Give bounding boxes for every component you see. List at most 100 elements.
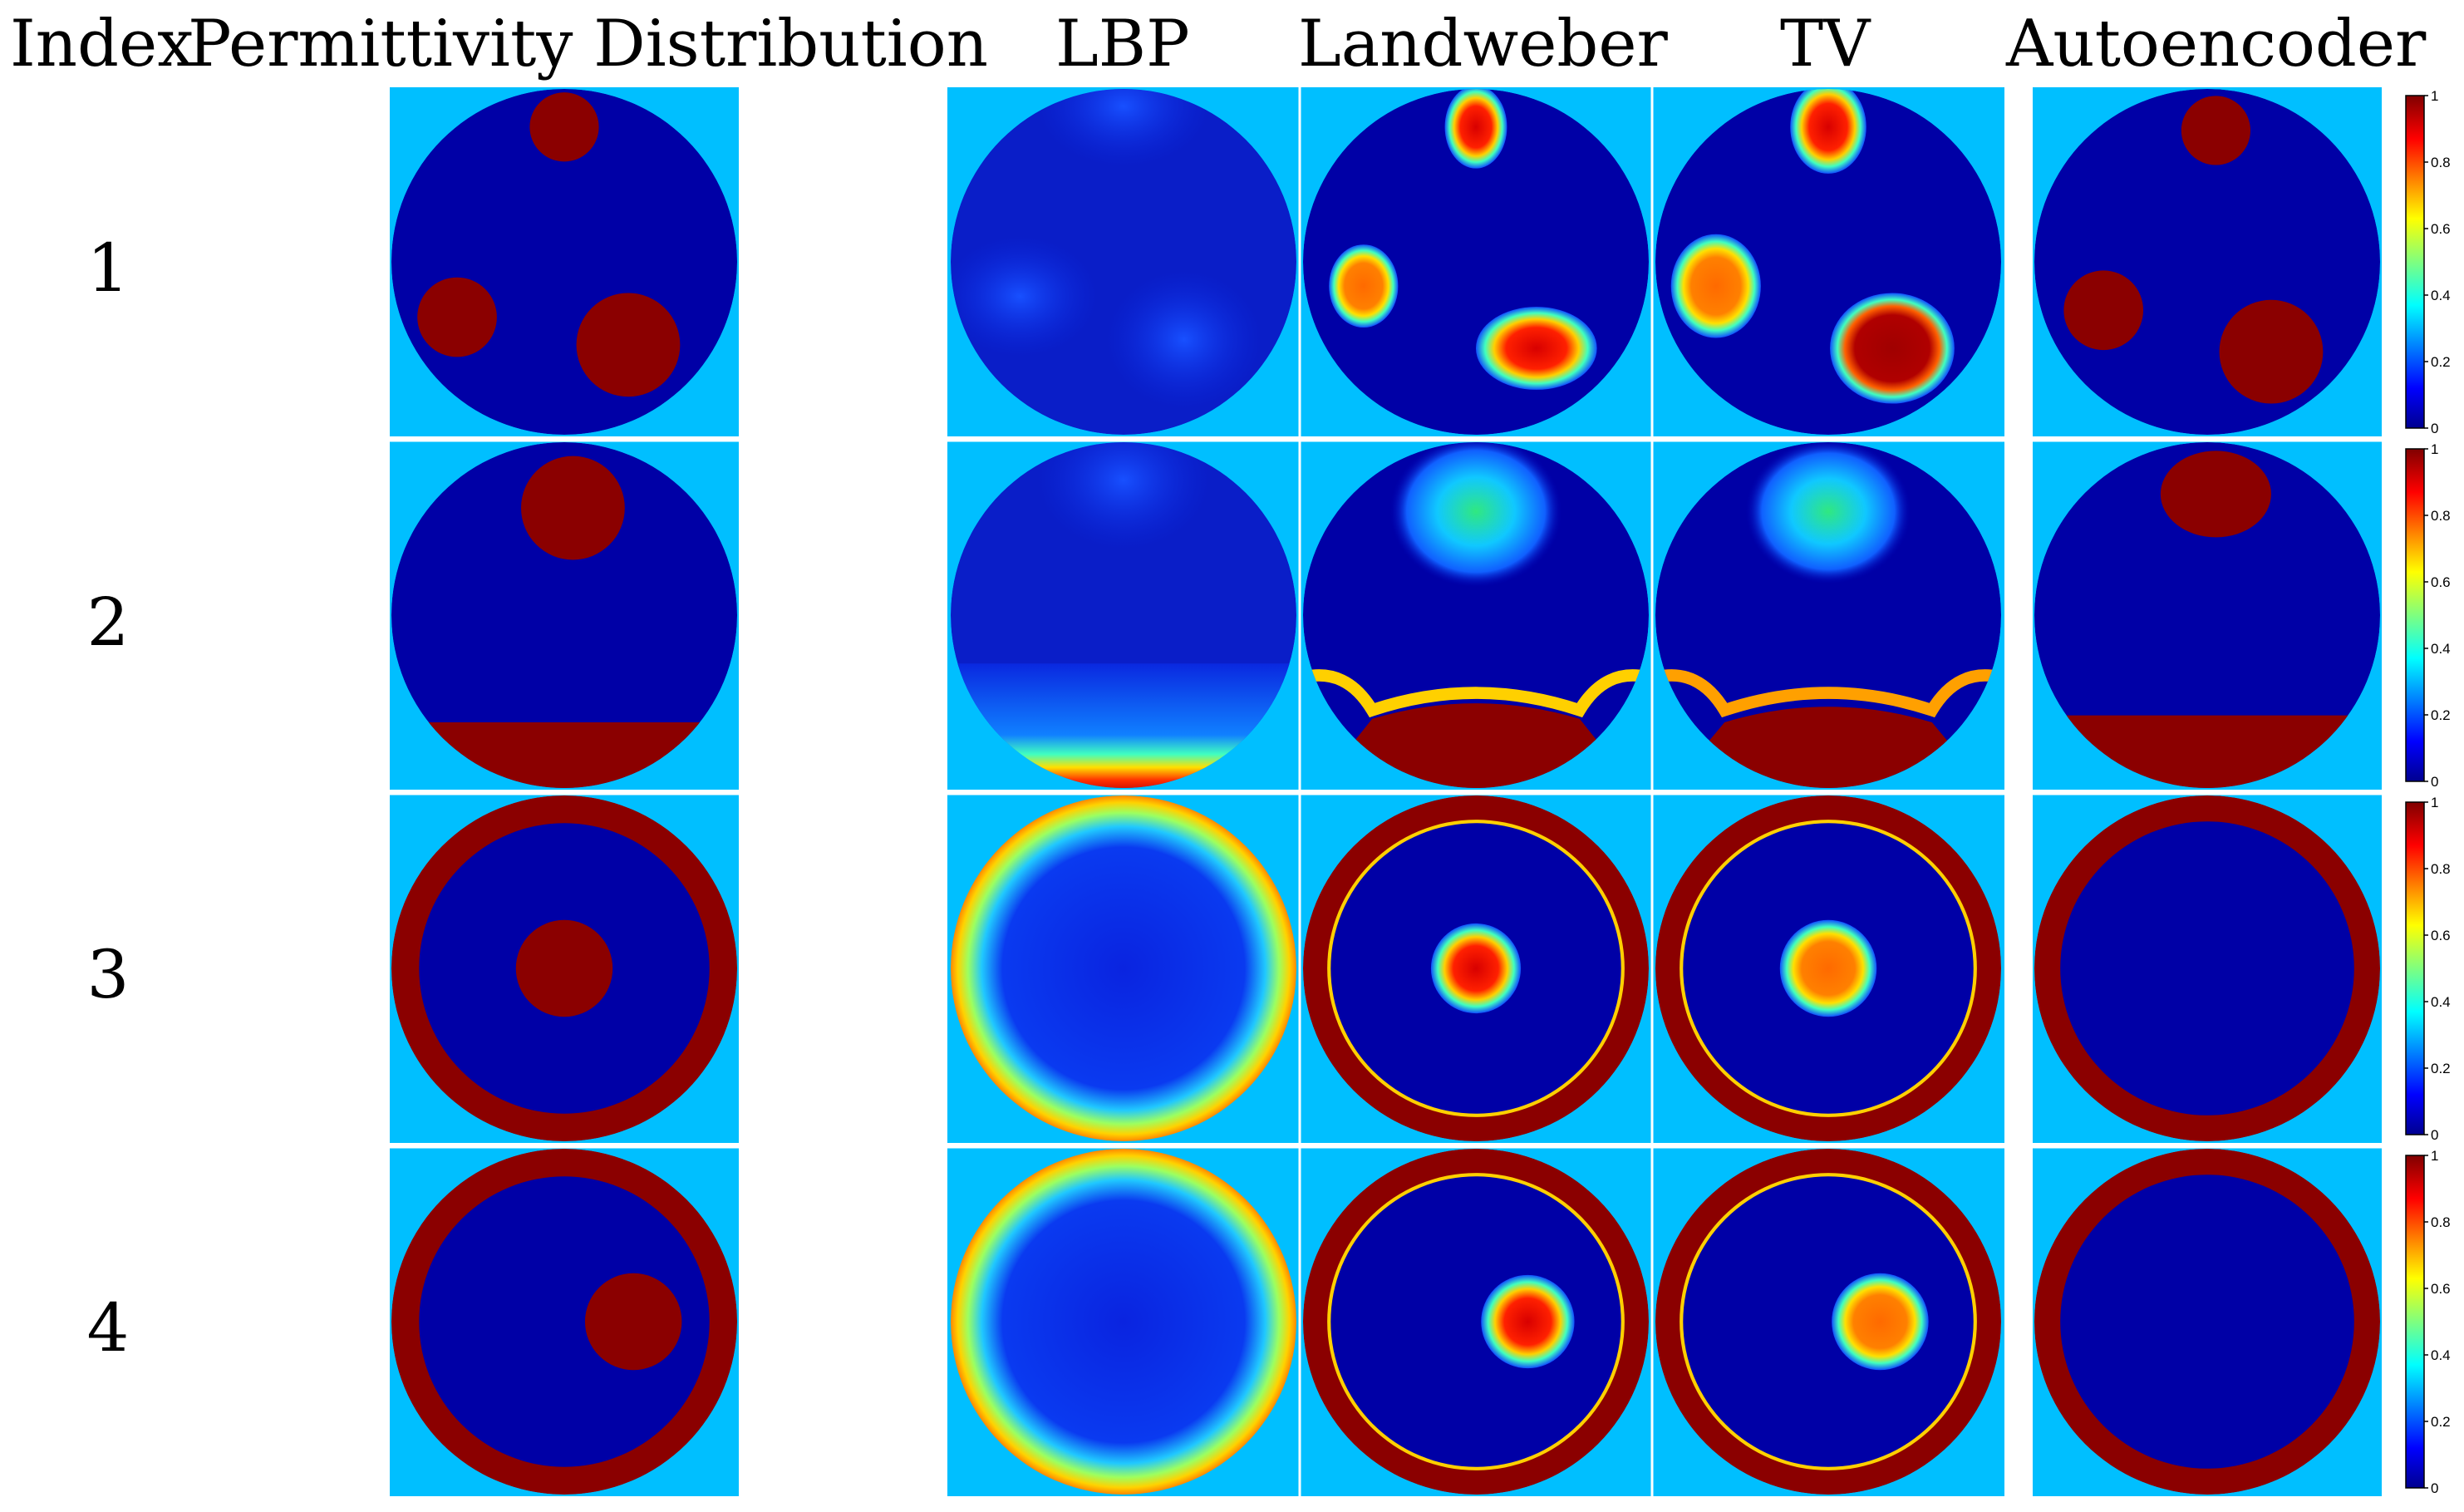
domain bbox=[1683, 1176, 1974, 1467]
boundary-artifact bbox=[1655, 669, 2001, 718]
colorbar bbox=[2405, 95, 2425, 429]
panel-lbp-row-1 bbox=[947, 87, 1300, 436]
object bbox=[1779, 919, 1877, 1017]
colorbar-tick-label: 0 bbox=[2431, 1480, 2438, 1496]
colorbar-tick-label: 0.8 bbox=[2431, 155, 2451, 170]
object bbox=[2063, 270, 2144, 351]
colorbar-tick-label: 0 bbox=[2431, 1127, 2438, 1143]
colorbar-tick-label: 0.4 bbox=[2431, 641, 2451, 657]
panel-autoencoder-row-1 bbox=[2033, 87, 2382, 436]
header-landweber: Landweber bbox=[1298, 7, 1668, 81]
object bbox=[1832, 1273, 1929, 1371]
header-autoencoder: Autoencoder bbox=[2006, 7, 2427, 81]
blur bbox=[1106, 270, 1262, 409]
colorbar-tick-label: 0.8 bbox=[2431, 1214, 2451, 1230]
panel-tv-row-2 bbox=[1652, 441, 2004, 790]
panel-distribution-row-4 bbox=[390, 1147, 739, 1496]
panel-lbp-row-2 bbox=[947, 441, 1300, 790]
header-tv: TV bbox=[1780, 7, 1871, 81]
colorbar-tick-label: 1 bbox=[2431, 1148, 2438, 1164]
colorbar-tick-label: 0.6 bbox=[2431, 928, 2451, 943]
colorbar-tick-label: 0.2 bbox=[2431, 354, 2451, 370]
object bbox=[1830, 293, 1955, 404]
colorbar-tick-label: 0.2 bbox=[2431, 1414, 2451, 1430]
panel-tv-row-3 bbox=[1652, 794, 2004, 1143]
colorbar-tick-label: 0.4 bbox=[2431, 1347, 2451, 1363]
domain bbox=[2034, 442, 2380, 788]
header-lbp: LBP bbox=[1055, 7, 1190, 81]
panel-distribution-row-1 bbox=[390, 87, 739, 436]
colorbar-tick-label: 1 bbox=[2431, 88, 2438, 104]
blur bbox=[951, 235, 1098, 357]
colorbar-tick-label: 1 bbox=[2431, 441, 2438, 457]
colorbar-tick-label: 0.6 bbox=[2431, 221, 2451, 237]
panel-autoencoder-row-2 bbox=[2033, 441, 2382, 790]
row-index-4: 4 bbox=[86, 1289, 130, 1367]
colorbar-tick-label: 1 bbox=[2431, 795, 2438, 810]
object bbox=[1430, 923, 1522, 1014]
colorbar-tick-label: 0.8 bbox=[2431, 861, 2451, 877]
colorbar-row-3: 0 0.2 0.4 0.6 0.8 1 bbox=[2405, 795, 2451, 1143]
object bbox=[1745, 442, 1911, 584]
object bbox=[521, 456, 625, 560]
domain bbox=[951, 795, 1296, 1141]
colorbar-tick-label: 0.8 bbox=[2431, 508, 2451, 524]
panel-landweber-row-3 bbox=[1300, 794, 1652, 1143]
colorbar-tick-label: 0.6 bbox=[2431, 1281, 2451, 1297]
object bbox=[515, 919, 613, 1017]
colorbar-tick-label: 0.4 bbox=[2431, 994, 2451, 1010]
colorbar-tick-label: 0 bbox=[2431, 774, 2438, 790]
panel-tv-row-4 bbox=[1652, 1147, 2004, 1496]
domain bbox=[391, 442, 737, 788]
panel-tv-row-1 bbox=[1652, 87, 2004, 436]
row-index-1: 1 bbox=[86, 229, 130, 307]
panel-lbp-row-4 bbox=[947, 1147, 1300, 1496]
object bbox=[2160, 451, 2271, 538]
domain bbox=[419, 1176, 710, 1467]
object bbox=[2219, 299, 2324, 404]
colorbar-row-1: 0 0.2 0.4 0.6 0.8 1 bbox=[2405, 88, 2451, 436]
colorbar bbox=[2405, 1155, 2425, 1489]
colorbar-row-4: 0 0.2 0.4 0.6 0.8 1 bbox=[2405, 1148, 2451, 1496]
object bbox=[1329, 244, 1399, 328]
colorbar-tick-label: 0.6 bbox=[2431, 574, 2451, 590]
colorbar-tick-label: 0.4 bbox=[2431, 288, 2451, 303]
boundary-artifact bbox=[1303, 669, 1649, 718]
domain bbox=[951, 1149, 1296, 1495]
colorbar bbox=[2405, 448, 2425, 782]
object bbox=[529, 92, 599, 162]
colorbar-tick-label: 0.2 bbox=[2431, 1061, 2451, 1076]
panel-landweber-row-4 bbox=[1300, 1147, 1652, 1496]
panel-landweber-row-2 bbox=[1300, 441, 1652, 790]
panel-autoencoder-row-3 bbox=[2033, 794, 2382, 1143]
domain bbox=[2060, 1175, 2354, 1469]
object bbox=[417, 277, 497, 357]
colorbar-tick-label: 0 bbox=[2431, 421, 2438, 436]
object bbox=[1670, 234, 1761, 338]
domain bbox=[2060, 821, 2354, 1116]
object bbox=[584, 1273, 682, 1371]
blur bbox=[1037, 89, 1210, 167]
panel-lbp-row-3 bbox=[947, 794, 1300, 1143]
panel-distribution-row-2 bbox=[390, 441, 739, 790]
row-index-3: 3 bbox=[86, 936, 130, 1013]
object bbox=[1790, 89, 1866, 174]
object bbox=[1444, 89, 1507, 169]
panel-landweber-row-1 bbox=[1300, 87, 1652, 436]
object bbox=[1389, 442, 1562, 588]
object bbox=[576, 293, 681, 397]
object bbox=[1481, 1274, 1575, 1369]
row-index-2: 2 bbox=[86, 584, 130, 661]
panel-autoencoder-row-4 bbox=[2033, 1147, 2382, 1496]
colorbar-row-2: 0 0.2 0.4 0.6 0.8 1 bbox=[2405, 441, 2451, 790]
colorbar bbox=[2405, 801, 2425, 1135]
object bbox=[1476, 307, 1597, 390]
colorbar-tick-label: 0.2 bbox=[2431, 707, 2451, 723]
header-distribution: Permittivity Distribution bbox=[188, 7, 988, 81]
domain bbox=[1330, 1176, 1621, 1467]
object bbox=[2181, 96, 2250, 165]
header-index: Index bbox=[10, 7, 194, 81]
panel-distribution-row-3 bbox=[390, 794, 739, 1143]
